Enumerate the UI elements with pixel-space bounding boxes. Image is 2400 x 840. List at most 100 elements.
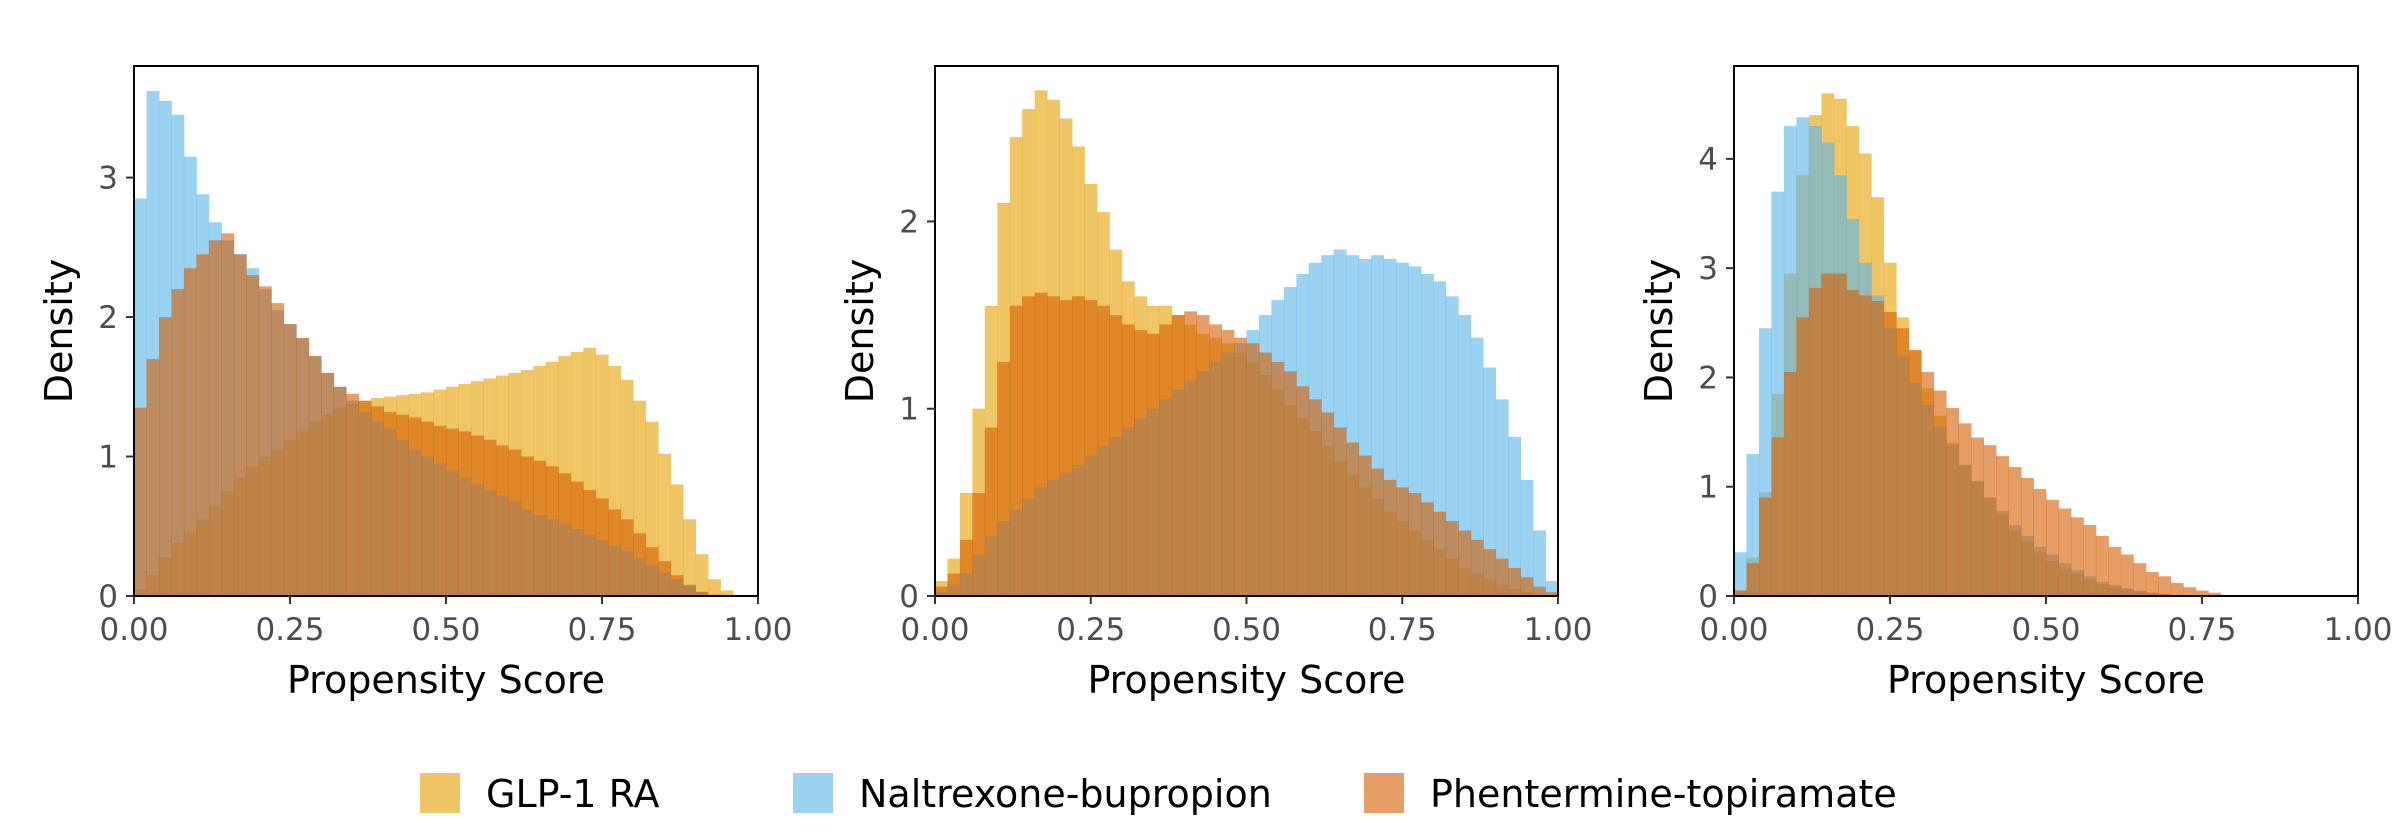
legend-swatch <box>1364 773 1404 813</box>
histogram-bar <box>346 393 360 596</box>
histogram-bar <box>2021 477 2034 596</box>
histogram-bar <box>1971 437 1984 596</box>
histogram-bar <box>620 519 634 596</box>
histogram-bar <box>383 411 397 596</box>
histogram-bar <box>1171 315 1185 596</box>
y-tick-label: 0 <box>98 579 118 615</box>
histogram-bar <box>1209 324 1222 596</box>
histogram-bar <box>1296 386 1310 596</box>
histogram-bar <box>408 417 422 596</box>
histogram-bar <box>1047 296 1060 596</box>
histogram-bar <box>1808 287 1822 596</box>
y-axis-title: Density <box>1637 259 1681 403</box>
histogram-bar <box>1734 552 1747 596</box>
histogram-bar <box>1009 305 1023 596</box>
histogram-bar <box>695 554 709 596</box>
histogram-bar <box>1271 361 1285 596</box>
histogram-bar <box>1246 343 1260 596</box>
x-axis-title: Propensity Score <box>287 658 605 702</box>
histogram-bar <box>495 445 509 596</box>
y-tick-label: 0 <box>1698 579 1718 615</box>
histogram-bar <box>533 460 547 596</box>
x-tick-label: 0.50 <box>1212 612 1281 648</box>
histogram-bar <box>1921 371 1935 596</box>
histogram-bar <box>1933 390 1947 596</box>
histogram-bar <box>1520 479 1534 596</box>
series-3 <box>134 233 721 597</box>
panel-2: 0.00 0.25 0.50 0.75 1.00 0 1 2 Propensity Score D… <box>838 65 1593 702</box>
histogram-bar <box>595 498 609 596</box>
histogram-bar <box>171 289 185 596</box>
y-tick-label: 2 <box>899 204 919 240</box>
histogram-bar <box>608 509 622 596</box>
histogram-bar <box>1072 296 1085 596</box>
histogram-bar <box>583 490 597 596</box>
y-axis-title: Density <box>37 259 81 403</box>
histogram-bar <box>483 439 497 596</box>
histogram-bar <box>1983 445 1997 596</box>
histogram-bar <box>1059 300 1073 596</box>
histogram-bar <box>1022 296 1036 596</box>
histogram-bar <box>246 275 260 596</box>
histogram-bar <box>183 268 197 596</box>
histogram-bar <box>1358 455 1372 596</box>
histogram-bar <box>158 317 172 596</box>
histogram-bar <box>1896 328 1910 596</box>
histogram-bar <box>972 492 986 596</box>
histogram-bar <box>2058 508 2072 596</box>
histogram-bar <box>1159 324 1173 596</box>
histogram-bar <box>1495 558 1509 596</box>
histogram-bar <box>1383 479 1397 596</box>
x-axis-title: Propensity Score <box>1087 658 1405 702</box>
series-3 <box>935 292 1559 596</box>
histogram-bar <box>358 400 372 596</box>
histogram-bar <box>1470 337 1484 596</box>
histogram-bar <box>1746 453 1760 596</box>
y-tick-label: 4 <box>1698 142 1718 178</box>
histogram-bar <box>2070 517 2084 596</box>
histogram-bar <box>2083 524 2097 596</box>
histogram-bar <box>570 481 584 596</box>
histogram-bar <box>959 539 973 596</box>
histogram-bar <box>947 573 961 596</box>
histogram-bar <box>683 519 696 596</box>
histogram-bar <box>1508 436 1522 596</box>
histogram-panels: 0.00 0.25 0.50 0.75 1.00 0 1 2 3 Propensity Score… <box>37 65 2393 702</box>
legend-entry: GLP-1 RA <box>420 772 660 816</box>
legend-entry: Phentermine-topiramate <box>1364 772 1897 816</box>
histogram-bar <box>1371 468 1384 596</box>
histogram-bar <box>1495 399 1509 596</box>
histogram-bar <box>633 533 647 596</box>
histogram-bar <box>470 435 484 596</box>
x-tick-label: 1.00 <box>2323 612 2392 648</box>
x-tick-label: 0.00 <box>1699 612 1768 648</box>
histogram-bar <box>558 473 572 596</box>
y-tick-label: 1 <box>1698 470 1718 506</box>
histogram-bar <box>1408 492 1422 596</box>
histogram-bar <box>935 586 948 596</box>
histogram-bar <box>321 372 335 596</box>
histogram-bar <box>1433 511 1447 596</box>
histogram-bar <box>134 407 147 596</box>
histogram-bar <box>1184 311 1198 596</box>
y-tick-label: 2 <box>1698 360 1718 396</box>
histogram-bar <box>2008 467 2022 596</box>
x-tick-label: 0.25 <box>255 612 324 648</box>
histogram-bar <box>670 575 684 596</box>
histogram-bar <box>1783 371 1797 596</box>
histogram-bar <box>1458 530 1472 596</box>
histogram-bar <box>2120 554 2134 596</box>
histogram-bar <box>1871 300 1885 596</box>
histogram-bar <box>683 584 696 596</box>
histogram-bar <box>196 254 210 596</box>
panel-3: 0.00 0.25 0.50 0.75 1.00 0 1 2 3 4 Propensity Scor… <box>1637 65 2393 702</box>
histogram-bar <box>645 547 659 596</box>
histogram-bar <box>271 303 285 596</box>
histogram-bar <box>2183 587 2197 596</box>
histogram-bar <box>658 453 672 596</box>
x-tick-label: 0.50 <box>2011 612 2080 648</box>
legend-swatch <box>420 773 460 813</box>
histogram-bar <box>421 421 434 596</box>
histogram-bar <box>1833 273 1847 596</box>
